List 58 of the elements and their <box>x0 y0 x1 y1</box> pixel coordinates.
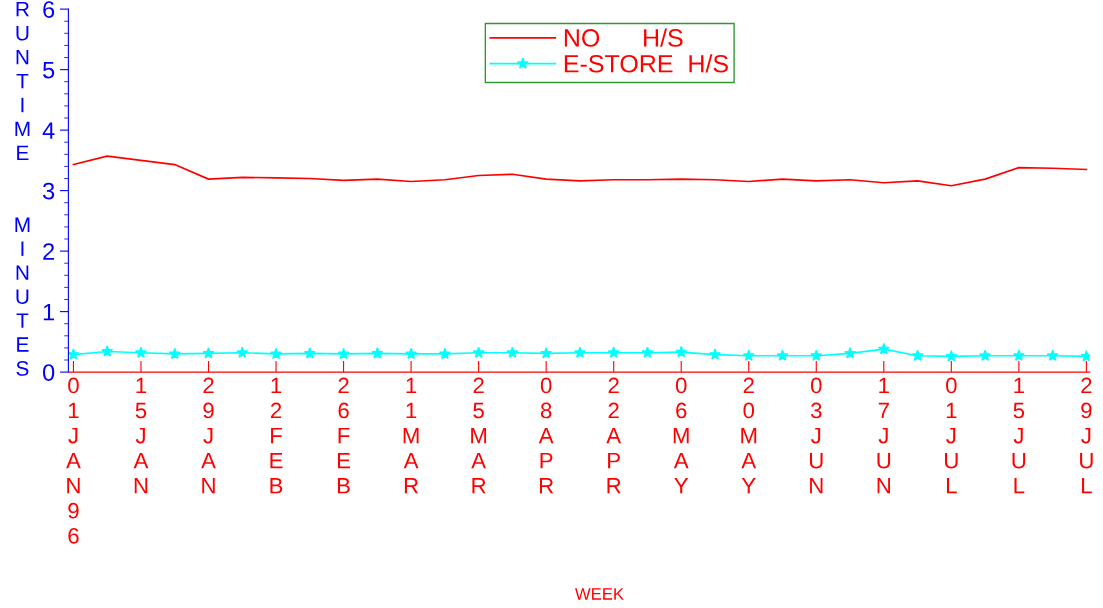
point <box>877 342 890 355</box>
x-tick-label: 15JUL <box>1012 377 1026 494</box>
x-tick-label: 15JAN <box>133 377 149 494</box>
point <box>101 345 114 357</box>
point <box>979 349 992 361</box>
point <box>472 346 485 358</box>
x-tick-label: 22APR <box>606 377 622 494</box>
x-tick-label: 29JUL <box>1080 377 1093 494</box>
point <box>911 349 924 361</box>
x-tick-label: 25MAR <box>471 377 487 494</box>
point <box>506 346 519 358</box>
point <box>810 349 823 361</box>
point <box>844 347 857 359</box>
legend-label: NO H/S <box>564 28 683 47</box>
point <box>135 346 147 358</box>
point <box>945 350 958 362</box>
point <box>68 348 80 360</box>
point <box>405 347 418 360</box>
point <box>1046 349 1059 361</box>
y-tick-label: 3 <box>42 182 55 200</box>
y-tick-label: 1 <box>43 303 55 321</box>
point <box>202 347 215 359</box>
point <box>1012 349 1025 361</box>
point <box>708 348 721 360</box>
point <box>303 347 316 359</box>
y-tick-label: 2 <box>43 243 55 260</box>
y-tick-label: 0 <box>42 364 55 381</box>
x-tick-label: 11MAR <box>403 377 419 494</box>
point <box>371 347 384 359</box>
x-tick-label: 06MAY <box>673 377 689 494</box>
point <box>742 349 755 361</box>
x-tick-label: 01JAN96 <box>66 377 81 544</box>
x-tick-label: 26FEB <box>337 377 351 494</box>
point <box>438 347 451 360</box>
point <box>607 346 620 358</box>
x-tick-label: 17JUN <box>877 377 891 494</box>
x-tick-label: 20MAY <box>741 377 757 494</box>
point <box>168 347 181 360</box>
x-axis-title: WEEK <box>575 588 624 600</box>
legend-label: E-STORE H/S <box>564 54 728 73</box>
x-tick-label: 03JUN <box>809 377 823 494</box>
line-series <box>72 155 1088 187</box>
y-tick-label: 6 <box>43 1 55 18</box>
x-tick-label: 12FEB <box>270 377 283 494</box>
point <box>573 346 586 358</box>
y-tick-label: 5 <box>43 61 55 79</box>
point <box>337 347 350 360</box>
text: RUNTIME MINUTES <box>15 2 30 376</box>
point <box>675 345 688 358</box>
point <box>776 349 789 361</box>
x-tick-label: 29JAN <box>201 377 216 494</box>
x-tick-label: 08APR <box>538 377 554 494</box>
point <box>641 346 654 358</box>
x-tick-label: 01JUL <box>945 377 958 494</box>
point <box>540 347 553 359</box>
point <box>270 347 283 360</box>
point <box>236 346 249 358</box>
y-tick-label: 4 <box>42 122 55 139</box>
